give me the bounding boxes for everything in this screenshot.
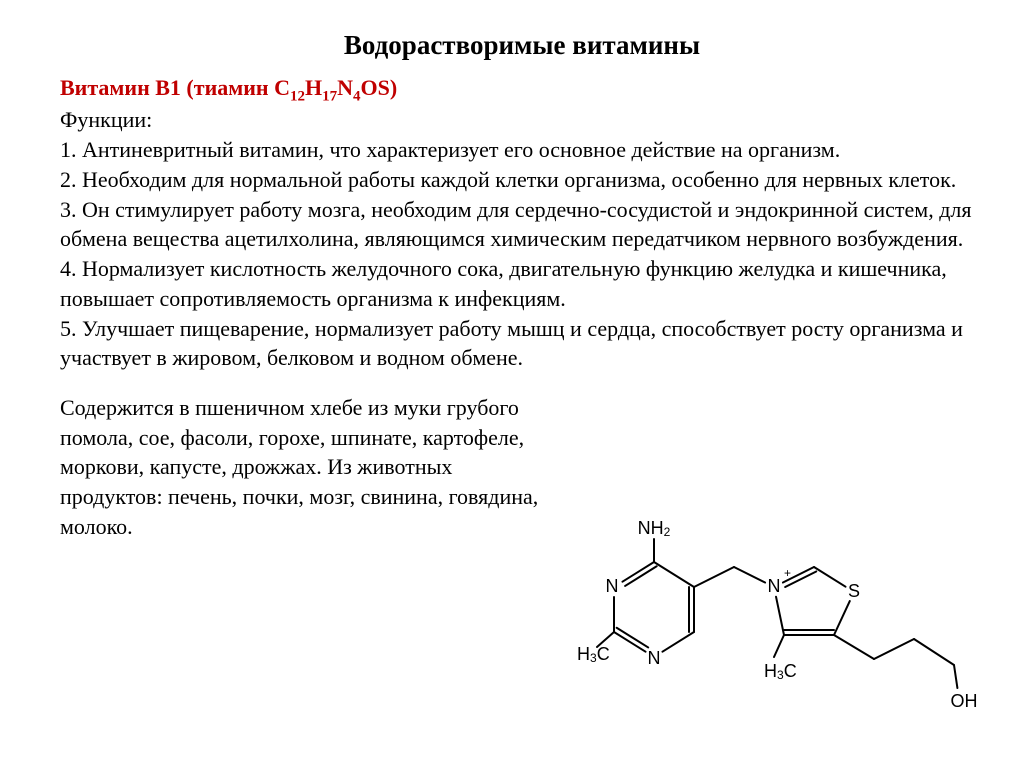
function-item: 5. Улучшает пищеварение, нормализует раб…: [60, 314, 984, 373]
formula-c-sub: 12: [290, 88, 305, 104]
formula-h-sub: 17: [322, 88, 337, 104]
function-item: 2. Необходим для нормальной работы каждо…: [60, 165, 984, 195]
svg-text:H3C: H3C: [764, 661, 797, 682]
svg-text:OH: OH: [951, 691, 978, 711]
thiamine-structure-diagram: NH2NNH3CN+SH3COH: [569, 517, 979, 727]
function-item: 1. Антиневритный витамин, что характериз…: [60, 135, 984, 165]
subtitle-h: H: [305, 75, 322, 100]
subtitle-suffix: OS): [360, 75, 397, 100]
vitamin-subtitle: Витамин В1 (тиамин C12H17N4OS): [60, 75, 984, 105]
svg-text:N: N: [648, 648, 661, 668]
svg-text:N: N: [768, 576, 781, 596]
function-item: 4. Нормализует кислотность желудочного с…: [60, 254, 984, 313]
subtitle-prefix: Витамин В1 (тиамин C: [60, 75, 290, 100]
sources-text: Содержится в пшеничном хлебе из муки гру…: [60, 393, 560, 541]
svg-text:NH2: NH2: [638, 518, 671, 539]
svg-text:+: +: [784, 566, 791, 580]
svg-text:S: S: [848, 581, 860, 601]
functions-label: Функции:: [60, 107, 984, 133]
function-item: 3. Он стимулирует работу мозга, необходи…: [60, 195, 984, 254]
svg-text:N: N: [606, 576, 619, 596]
subtitle-n: N: [337, 75, 353, 100]
svg-text:H3C: H3C: [577, 644, 610, 665]
page-title: Водорастворимые витамины: [60, 30, 984, 61]
